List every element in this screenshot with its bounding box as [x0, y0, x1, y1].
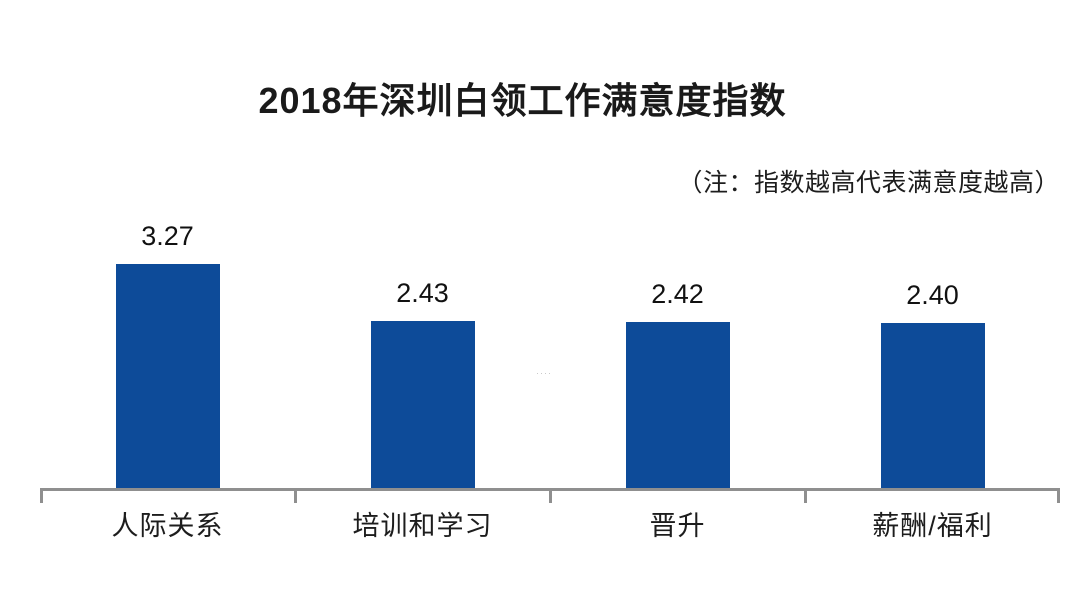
bar-value-label: 3.27 — [141, 221, 194, 251]
x-axis-tick — [40, 488, 43, 503]
category-label-training: 培训和学习 — [352, 511, 493, 541]
category-labels-row: 人际关系 培训和学习 晋升 薪酬/福利 — [40, 504, 1060, 543]
x-axis-tick — [1057, 488, 1060, 503]
x-axis-tick — [294, 488, 297, 503]
bar-value-label: 2.43 — [396, 278, 449, 308]
faint-watermark-artifact: ···· — [536, 368, 552, 378]
bar-interpersonal — [115, 264, 220, 488]
bar-promotion — [625, 322, 730, 488]
x-axis-tick — [549, 488, 552, 503]
category-label-interpersonal: 人际关系 — [111, 511, 224, 541]
plot-area: 3.27 2.43 2.42 2.40 人际关系 培训和学习 — [40, 0, 1060, 613]
bars-row: 3.27 2.43 2.42 2.40 — [40, 0, 1060, 488]
category-label-salary: 薪酬/福利 — [872, 511, 993, 541]
bar-salary — [880, 323, 985, 488]
bar-group-promotion: 2.42 — [550, 0, 805, 488]
bar-group-salary: 2.40 — [805, 0, 1060, 488]
category-label-promotion: 晋升 — [649, 511, 706, 541]
chart-note: （注：指数越高代表满意度越高） — [677, 169, 1060, 197]
x-axis-tick — [804, 488, 807, 503]
bar-group-training: 2.43 — [295, 0, 550, 488]
bar-value-label: 2.40 — [906, 280, 959, 310]
bar-group-interpersonal: 3.27 — [40, 0, 295, 488]
chart-title: 2018年深圳白领工作满意度指数 — [258, 80, 787, 121]
bar-training — [370, 321, 475, 488]
bar-value-label: 2.42 — [651, 279, 704, 309]
